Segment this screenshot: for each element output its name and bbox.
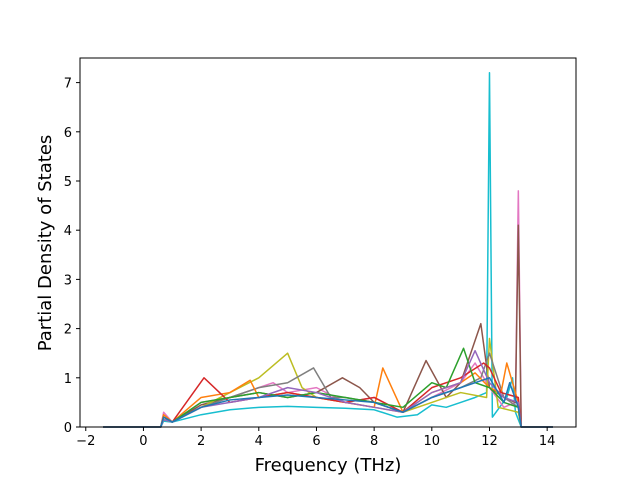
x-axis-label: Frequency (THz) — [255, 455, 402, 476]
y-tick-label: 1 — [64, 372, 72, 387]
x-tick-label: 2 — [197, 434, 205, 449]
x-tick-label: 10 — [424, 434, 441, 449]
x-tick-label: 8 — [370, 434, 378, 449]
series-line-9 — [103, 377, 553, 428]
y-tick-label: 3 — [64, 273, 72, 288]
x-tick-label: 6 — [312, 434, 320, 449]
y-axis-label: Partial Density of States — [35, 135, 56, 352]
y-tick-label: 7 — [64, 77, 72, 92]
series-line-8 — [103, 349, 553, 428]
x-tick-label: 4 — [255, 434, 263, 449]
y-axis-ticks: 0 1 2 3 4 5 6 7 — [64, 77, 80, 436]
y-tick-label: 2 — [64, 323, 72, 338]
plot-frame — [79, 57, 577, 428]
y-tick-label: 4 — [64, 224, 72, 239]
x-tick-label: 0 — [139, 434, 147, 449]
y-tick-label: 0 — [64, 421, 72, 436]
x-axis-ticks: −2 0 2 4 6 8 10 12 14 — [76, 427, 555, 449]
x-tick-label: 14 — [539, 434, 556, 449]
x-tick-label: 12 — [481, 434, 498, 449]
x-tick-label: −2 — [76, 434, 95, 449]
y-tick-label: 5 — [64, 175, 72, 190]
plot-lines — [103, 72, 553, 428]
y-tick-label: 6 — [64, 126, 72, 141]
